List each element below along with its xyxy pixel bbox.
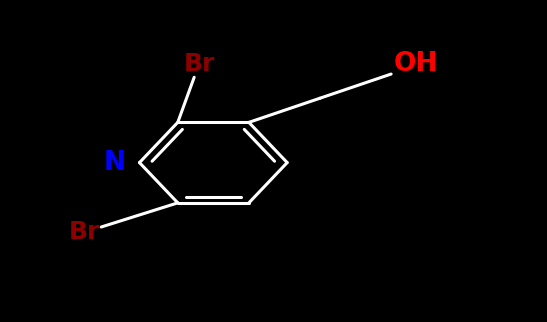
Text: N: N bbox=[104, 150, 126, 175]
Text: OH: OH bbox=[393, 52, 438, 77]
Text: Br: Br bbox=[69, 220, 101, 244]
Text: Br: Br bbox=[184, 52, 216, 76]
